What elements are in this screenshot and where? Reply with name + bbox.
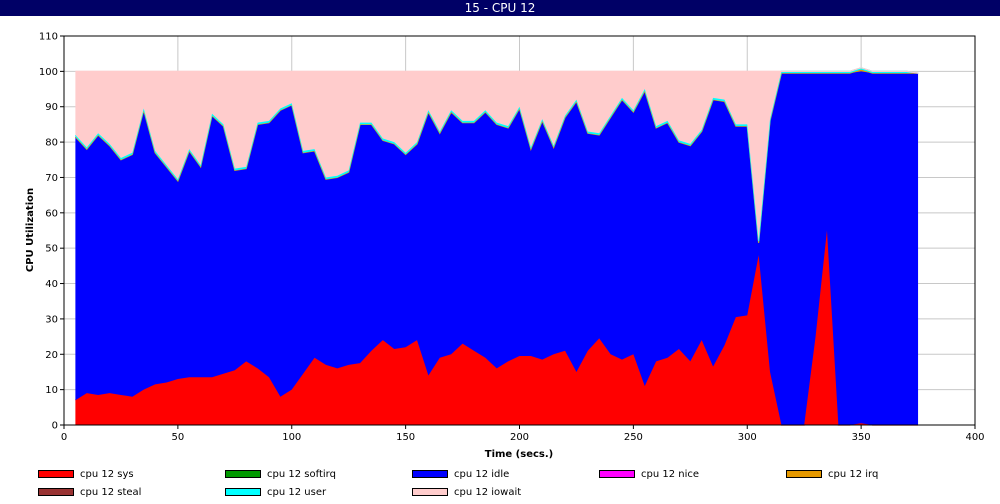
legend-label: cpu 12 softirq [267,468,336,480]
y-tick-label: 20 [45,350,58,361]
axes: 0 10 20 30 40 50 60 70 80 90 100 110 0 50 100 150 200 250… [39,32,985,444]
x-tick-label: 100 [282,432,301,443]
legend: cpu 12 sys cpu 12 softirq cpu 12 idle cpu 1… [0,464,1000,504]
legend-swatch [225,488,261,496]
y-tick-label: 50 [45,244,58,255]
y-tick-label: 10 [45,385,58,396]
legend-swatch [225,470,261,478]
legend-label: cpu 12 nice [641,468,700,480]
legend-swatch [38,488,74,496]
legend-label: cpu 12 idle [454,468,510,480]
legend-label: cpu 12 irq [828,468,879,480]
legend-swatch [412,488,448,496]
x-tick-label: 250 [624,432,643,443]
x-tick-label: 350 [852,432,871,443]
y-tick-label: 40 [45,279,58,290]
area-cpu-12-sys [75,230,919,425]
y-tick-label: 60 [45,208,58,219]
legend-item: cpu 12 irq [786,467,878,481]
y-tick-label: 110 [39,32,58,43]
legend-swatch [38,470,74,478]
x-axis-label: Time (secs.) [485,449,554,460]
legend-item: cpu 12 idle [412,467,509,481]
y-tick-label: 30 [45,314,58,325]
legend-item: cpu 12 softirq [225,467,336,481]
y-tick-label: 80 [45,138,58,149]
legend-item: cpu 12 nice [599,467,699,481]
y-tick-label: 70 [45,173,58,184]
x-tick-label: 200 [510,432,529,443]
area-cpu-12-idle [75,71,919,426]
y-tick-label: 0 [52,421,58,432]
x-tick-label: 0 [61,432,67,443]
x-tick-label: 150 [396,432,415,443]
legend-label: cpu 12 user [267,486,327,498]
window-title: 15 - CPU 12 [0,0,1000,16]
y-tick-label: 90 [45,102,58,113]
legend-label: cpu 12 sys [80,468,134,480]
legend-label: cpu 12 iowait [454,486,522,498]
legend-swatch [786,470,822,478]
legend-swatch [412,470,448,478]
area-cpu-12-iowait [75,67,919,242]
y-tick-label: 100 [39,67,58,78]
edge-cpu-12-iowait [75,67,919,74]
legend-item: cpu 12 user [225,485,326,499]
legend-swatch [599,470,635,478]
legend-item: cpu 12 steal [38,485,141,499]
legend-item: cpu 12 iowait [412,485,521,499]
y-axis-label: CPU Utilization [25,188,36,272]
cpu-utilization-chart: 0 10 20 30 40 50 60 70 80 90 100 110 0 50 100 150 200 250… [25,32,985,461]
stacked-areas [74,67,919,426]
x-tick-label: 300 [738,432,757,443]
legend-label: cpu 12 steal [80,486,142,498]
legend-item: cpu 12 sys [38,467,134,481]
x-tick-label: 400 [965,432,984,443]
x-tick-label: 50 [172,432,185,443]
